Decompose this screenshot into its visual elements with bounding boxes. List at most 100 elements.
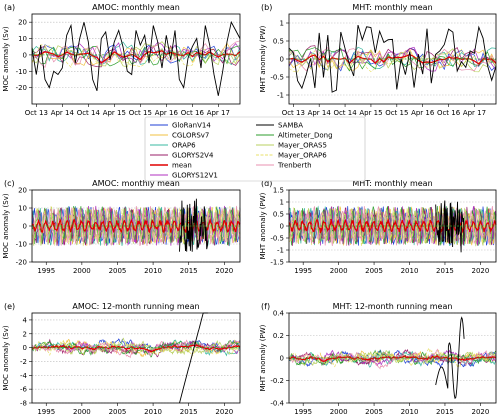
y-tick-label: -10 <box>16 241 27 249</box>
x-tick-label: 2015 <box>436 408 454 416</box>
panel-title: MHT: monthly mean <box>352 3 432 12</box>
y-tick-label: -0.5 <box>270 74 284 82</box>
series-samba <box>179 198 209 252</box>
x-tick-label: 2015 <box>436 267 454 275</box>
series-trenberth <box>288 47 497 72</box>
x-tick-label: 2020 <box>471 408 489 416</box>
panel-title: MHT: monthly mean <box>352 179 432 188</box>
legend-label: SAMBA <box>278 122 303 130</box>
legend-label: Trenberth <box>277 162 312 170</box>
panel-title: AMOC: monthly mean <box>92 3 180 12</box>
y-tick-label: -2 <box>20 358 27 366</box>
y-tick-label: 10 <box>18 205 27 213</box>
panel-d: -1.5 -1 -0.5 0 0.5 1 1.5 1995 2000 2005 2010 2015 20… <box>259 179 497 275</box>
y-tick-label: -4 <box>20 372 28 380</box>
panel-label: (d) <box>261 179 272 188</box>
legend-label: Mayer_ORAS5 <box>278 142 327 150</box>
y-tick-label: 0.5 <box>273 38 284 46</box>
y-tick-label: 0.4 <box>273 310 285 318</box>
series-gloranv14 <box>31 44 241 64</box>
y-axis-label: MHT anomaly (PW) <box>259 324 267 391</box>
plot-frame <box>288 13 497 105</box>
x-tick-label: 2000 <box>330 408 348 416</box>
x-tick-label: 2010 <box>144 408 162 416</box>
panel-title: AMOC: monthly mean <box>92 179 180 188</box>
x-tick-label: Oct 16 <box>437 109 461 117</box>
y-tick-label: 20 <box>18 187 27 195</box>
x-tick-label: Oct 13 <box>282 109 305 117</box>
y-tick-label: 10 <box>18 35 27 43</box>
x-tick-label: 2005 <box>365 408 383 416</box>
x-tick-label: 2010 <box>401 408 419 416</box>
series-mayer-orap6 <box>288 48 497 73</box>
panel-title: MHT: 12-month running mean <box>333 302 453 311</box>
panel-label: (a) <box>4 3 15 12</box>
x-tick-label: 2005 <box>365 267 383 275</box>
series-trenberth <box>31 339 241 359</box>
legend-box <box>144 116 366 182</box>
x-tick-label: 1995 <box>37 408 55 416</box>
y-axis-label: MOC anomaly (Sv) <box>2 26 10 91</box>
series-cglorsv7 <box>31 42 241 66</box>
series-mean <box>32 344 241 353</box>
x-tick-label: Apr 17 <box>463 109 486 117</box>
y-tick-label: 1.5 <box>273 187 284 195</box>
y-tick-label: 0 <box>280 355 284 363</box>
x-tick-label: Apr 15 <box>359 109 382 117</box>
plot-frame <box>288 312 497 404</box>
x-tick-label: Oct 13 <box>25 109 48 117</box>
legend-label: GloRanV14 <box>172 122 211 130</box>
y-tick-label: -0.2 <box>270 377 284 385</box>
series-mayer-orap6 <box>288 346 497 369</box>
plot-frame <box>31 13 241 105</box>
series-mean <box>288 53 497 65</box>
x-tick-label: 2010 <box>144 267 162 275</box>
x-tick-label: Oct 14 <box>77 109 101 117</box>
y-tick-label: -1 <box>277 247 284 255</box>
y-tick-label: 20 <box>18 19 27 27</box>
x-tick-label: Apr 14 <box>51 109 75 117</box>
y-tick-label: -1.5 <box>270 259 284 267</box>
y-tick-label: -8 <box>20 400 27 408</box>
series-samba <box>435 316 465 399</box>
panel-e: -8 -6 -4 -2 0 2 4 1995 2000 2005 2010 2015 2020 (e) AM… <box>2 302 241 416</box>
y-axis-label: MOC anomaly (Sv) <box>2 325 10 390</box>
series-samba <box>288 24 497 93</box>
y-tick-label: -0.4 <box>270 400 284 408</box>
y-axis-label: MHT anomaly (PW) <box>259 192 267 259</box>
series-mayer-orap6 <box>31 44 241 68</box>
panel-f: -0.4 -0.2 0 0.2 0.4 1995 2000 2005 2010 2015 2020 (… <box>259 302 497 416</box>
x-tick-label: Apr 16 <box>155 109 179 117</box>
y-tick-label: 4 <box>23 316 28 324</box>
x-tick-label: 2005 <box>109 267 127 275</box>
y-tick-label: 0 <box>23 51 27 59</box>
panel-title: AMOC: 12-month running mean <box>72 302 199 311</box>
y-tick-label: 0 <box>280 223 284 231</box>
x-tick-label: 2010 <box>401 267 419 275</box>
x-tick-label: 1995 <box>294 408 312 416</box>
x-tick-label: Apr 16 <box>411 109 435 117</box>
legend-label: GLORYS2V4 <box>172 152 214 160</box>
y-tick-label: -10 <box>16 68 27 76</box>
y-tick-label: 0 <box>23 344 27 352</box>
series-samba <box>179 312 208 404</box>
legend-label: GLORYS12V1 <box>172 172 218 180</box>
y-tick-label: -20 <box>16 84 27 92</box>
series-samba <box>435 200 465 253</box>
y-tick-label: -6 <box>20 386 28 394</box>
plot-frame <box>31 312 241 404</box>
legend-label: CGLORSv7 <box>172 132 209 140</box>
y-tick-label: 0 <box>23 223 27 231</box>
x-tick-label: 2015 <box>180 408 198 416</box>
panel-label: (c) <box>4 179 15 188</box>
legend-label: mean <box>172 162 192 170</box>
x-tick-label: Oct 14 <box>333 109 357 117</box>
panel-c: -20 -10 0 10 20 1995 2000 2005 2010 2015 2020 (c) AM… <box>2 179 241 275</box>
y-tick-label: -1 <box>277 92 284 100</box>
y-tick-label: 0.5 <box>273 211 284 219</box>
x-tick-label: Oct 16 <box>181 109 205 117</box>
panel-label: (f) <box>261 302 270 311</box>
